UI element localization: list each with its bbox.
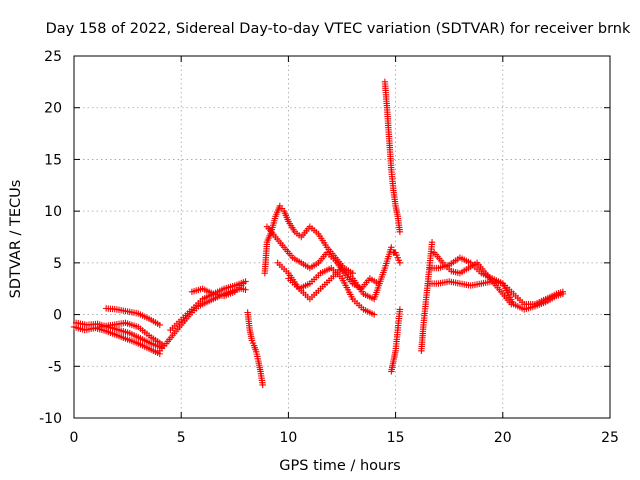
data-point — [259, 381, 266, 389]
axis-ticks: 0 5 10 15 20 25 -10 -5 0 5 10 15 20 25 — [39, 49, 619, 446]
series-track-17 — [430, 249, 515, 308]
x-tick-label: 0 — [70, 430, 79, 446]
grid — [74, 56, 610, 418]
data-point — [396, 228, 404, 236]
plot-border — [73, 55, 611, 419]
series-track-5 — [156, 285, 249, 354]
series-track-2 — [72, 319, 166, 351]
series-track-16 — [418, 238, 436, 354]
x-axis-label: GPS time / hours — [279, 458, 400, 474]
series-track-15 — [390, 249, 404, 267]
chart-title: Day 158 of 2022, Sidereal Day-to-day VTE… — [46, 21, 631, 37]
series-track-19 — [424, 278, 567, 313]
data-point — [240, 280, 247, 287]
y-tick-label: 10 — [44, 204, 62, 220]
series-track-13 — [381, 78, 404, 236]
y-tick-label: 20 — [44, 101, 62, 117]
y-tick-label: 0 — [53, 308, 62, 324]
y-tick-label: 15 — [44, 152, 62, 168]
data-point — [370, 311, 378, 318]
series-track-7 — [188, 280, 247, 300]
y-tick-label: 25 — [44, 49, 62, 65]
data-point — [388, 244, 395, 251]
y-axis-label: SDTVAR / TECUs — [8, 180, 24, 299]
x-tick-label: 15 — [387, 430, 405, 446]
x-tick-label: 25 — [601, 430, 619, 446]
y-tick-label: -10 — [39, 411, 62, 427]
series-track-14 — [388, 306, 404, 375]
series-track-3 — [102, 305, 163, 329]
data-point — [242, 286, 249, 293]
data-point — [156, 321, 163, 329]
y-tick-label: 5 — [53, 256, 62, 272]
data-point — [559, 290, 567, 298]
data-point — [428, 238, 436, 246]
series-track-1 — [70, 323, 163, 358]
x-tick-label: 10 — [279, 430, 297, 446]
plot-frame — [73, 55, 611, 419]
series-track-10 — [263, 223, 382, 292]
series-track-12 — [285, 244, 395, 303]
x-tick-label: 5 — [177, 430, 186, 446]
data-points — [70, 78, 567, 389]
series-track-4 — [96, 319, 168, 349]
x-tick-label: 20 — [494, 430, 512, 446]
series-track-8 — [244, 309, 266, 389]
y-tick-label: -5 — [48, 359, 62, 375]
data-point — [396, 259, 404, 267]
data-point — [396, 306, 404, 313]
